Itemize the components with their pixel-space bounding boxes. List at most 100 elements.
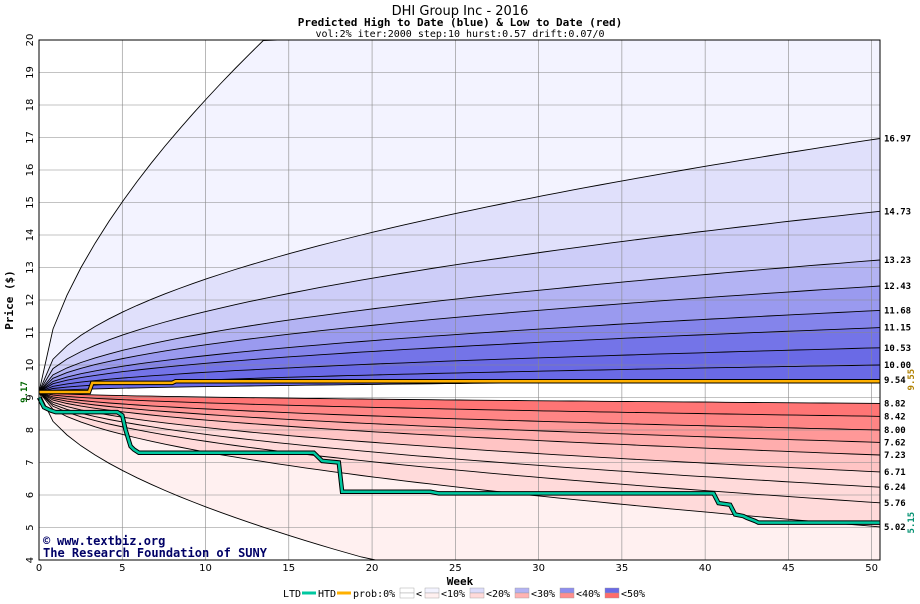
quantile-line-lower-0 (38, 391, 881, 404)
quantile-line-lower-7 (38, 391, 881, 504)
band-upper-8 (39, 365, 880, 392)
band-upper-6 (39, 327, 880, 392)
legend-swatch-red-0 (399, 592, 415, 599)
quantile-line-upper-2 (38, 259, 881, 393)
y-tick-label-14: 18 (25, 99, 36, 112)
x-axis-label: Week (447, 575, 474, 588)
ltd-line (37, 396, 880, 524)
x-axis-ticks: 0 5 10 15 20 25 30 35 40 45 50 (36, 563, 878, 574)
quantile-line-lower-1 (38, 391, 881, 417)
chart-title: DHI Group Inc - 2016 (392, 4, 529, 19)
quantile-end-label-11: 8.00 (884, 426, 906, 436)
quantile-end-labels: 16.97 14.73 13.23 12.43 11.68 11.15 10.53 10.00… (884, 134, 911, 532)
quantile-line-lower-4 (38, 391, 881, 456)
y-tick-label-11: 15 (25, 196, 36, 209)
credit-org: The Research Foundation of SUNY (43, 546, 268, 560)
x-tick-label-7: 35 (616, 563, 629, 574)
y-tick-label-0: 4 (25, 557, 36, 563)
quantile-line-upper-6 (38, 347, 881, 393)
y-tick-label-5: 9 (25, 394, 36, 400)
y-tick-label-13: 17 (25, 131, 36, 144)
legend-ltd-label: LTD (283, 589, 301, 600)
x-tick-label-6: 30 (532, 563, 545, 574)
y-tick-label-10: 14 (25, 229, 36, 242)
y-tick-label-12: 16 (25, 164, 36, 177)
band-lower-4 (39, 392, 880, 455)
quantile-end-label-5: 11.15 (884, 324, 911, 334)
band-upper-1 (39, 138, 880, 392)
quantile-end-label-8: 9.54 (884, 376, 906, 386)
ltd-end-label: 5.15 (907, 512, 917, 534)
y-tick-label-8: 12 (25, 294, 36, 307)
band-upper-0 (39, 40, 880, 392)
quantile-line-upper-5 (38, 327, 881, 393)
credit-block: © www.textbiz.org The Research Foundatio… (43, 534, 268, 560)
y-tick-label-16: 20 (25, 34, 36, 47)
quantile-end-label-3: 12.43 (884, 282, 911, 292)
y-tick-label-6: 10 (25, 359, 36, 372)
legend-swatch-red-3 (514, 592, 530, 599)
legend-swatch-red-5 (604, 592, 620, 599)
band-upper-7 (39, 347, 880, 392)
legend-swatch-red-1 (424, 592, 440, 599)
x-tick-label-10: 50 (865, 563, 878, 574)
band-lower-7 (39, 392, 880, 503)
legend-swatch-blue-1 (424, 587, 440, 594)
quantile-end-label-12: 7.62 (884, 438, 906, 448)
quantile-end-label-14: 6.71 (884, 468, 906, 478)
legend-swatch-blue-0 (399, 587, 415, 594)
copyright-symbol: © (43, 534, 51, 548)
band-lower-5 (39, 392, 880, 472)
price-series (36, 379, 880, 525)
quantile-line-upper-1 (38, 210, 881, 393)
quantile-end-label-16: 5.76 (884, 499, 906, 509)
legend-swatch-label-3: <30% (531, 589, 555, 600)
quantile-end-label-15: 6.24 (884, 483, 906, 493)
legend-swatch-label-1: <10% (441, 589, 465, 600)
band-lower-0 (39, 392, 880, 560)
legend-swatch-label-5: <50% (621, 589, 645, 600)
quantile-end-label-13: 7.23 (884, 451, 906, 461)
quantile-end-label-2: 13.23 (884, 256, 911, 266)
y-axis-label: Price ($) (3, 270, 16, 330)
legend-swatch-blue-5 (604, 587, 620, 594)
y-axis-ticks: 4 5 6 7 8 9 10 11 12 13 14 15 16 17 18 19 20 (25, 34, 36, 564)
y-tick-label-2: 6 (25, 492, 36, 498)
legend-swatch-blue-4 (559, 587, 575, 594)
band-upper-5 (39, 310, 880, 392)
legend-swatch-blue-3 (514, 587, 530, 594)
y-tick-label-15: 19 (25, 66, 36, 79)
quantile-line-upper-0 (38, 138, 881, 393)
quantile-line-lower-2 (38, 391, 881, 431)
x-tick-label-0: 0 (36, 563, 42, 574)
quantile-end-label-6: 10.53 (884, 344, 911, 354)
quantile-line-lower-5 (38, 391, 881, 473)
y-tick-label-4: 8 (25, 427, 36, 433)
quantile-line-upper-4 (38, 309, 881, 393)
quantile-line-lower-3 (38, 391, 881, 443)
x-tick-label-4: 20 (366, 563, 379, 574)
band-lower-2 (39, 392, 880, 430)
chart-subtitle: Predicted High to Date (blue) & Low to D… (298, 16, 623, 29)
band-lower-6 (39, 392, 880, 488)
y-tick-label-9: 13 (25, 261, 36, 274)
quantile-end-label-9: 8.82 (884, 399, 906, 409)
quantile-end-label-7: 10.00 (884, 361, 911, 371)
x-tick-label-2: 10 (199, 563, 212, 574)
x-tick-label-1: 5 (119, 563, 125, 574)
x-tick-label-8: 40 (699, 563, 712, 574)
legend-swatch-blue-2 (469, 587, 485, 594)
band-upper-2 (39, 211, 880, 392)
y-tick-label-3: 7 (25, 459, 36, 465)
htd-line (39, 380, 880, 394)
quantile-line-upper-3 (38, 285, 881, 393)
quantile-end-label-4: 11.68 (884, 306, 911, 316)
legend-swatch-label-0: < (416, 589, 422, 600)
legend-swatch-red-2 (469, 592, 485, 599)
legend-swatch-label-2: <20% (486, 589, 510, 600)
x-tick-label-3: 15 (282, 563, 295, 574)
quantile-end-label-10: 8.42 (884, 412, 906, 422)
quantile-end-label-17: 5.02 (884, 523, 906, 533)
